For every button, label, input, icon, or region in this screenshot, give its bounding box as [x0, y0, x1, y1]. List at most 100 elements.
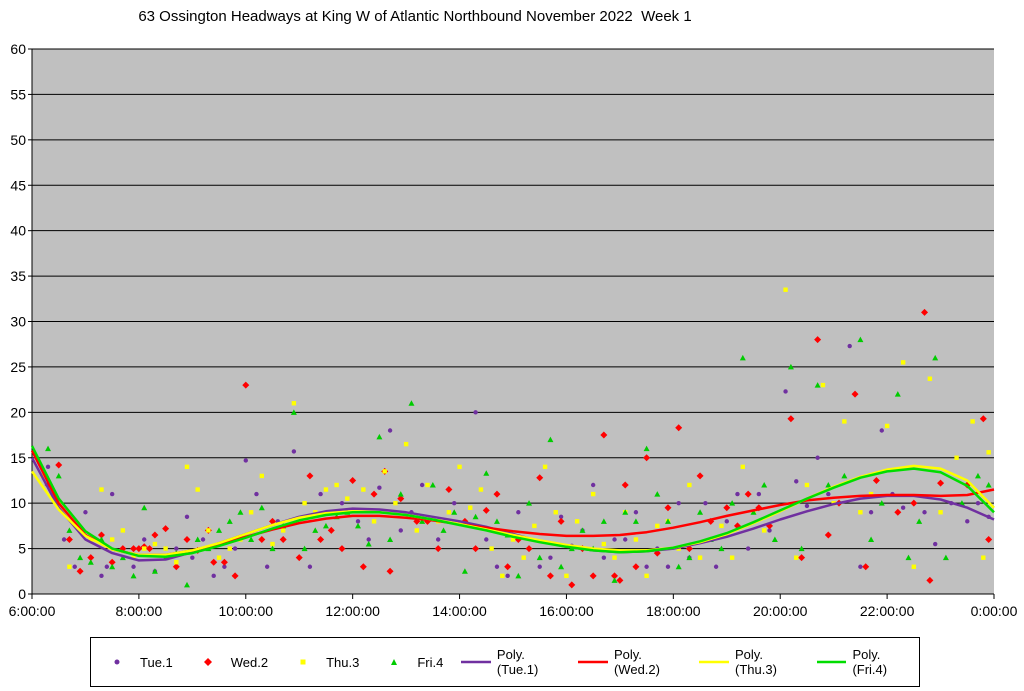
data-point-thu-3 — [457, 464, 462, 470]
data-point-fri-4 — [600, 518, 607, 524]
data-point-wed-2 — [306, 472, 314, 480]
data-point-wed-2 — [87, 554, 95, 562]
data-point-tue-1 — [131, 564, 136, 569]
data-point-wed-2 — [985, 536, 993, 543]
legend-item-poly-thu-3: Poly. (Thu.3) — [699, 647, 798, 677]
y-tick-label: 45 — [10, 177, 26, 193]
data-point-tue-1 — [184, 514, 190, 519]
data-point-thu-3 — [521, 555, 526, 560]
data-point-fri-4 — [664, 518, 671, 524]
data-point-tue-1 — [745, 546, 751, 551]
data-point-tue-1 — [900, 505, 906, 510]
data-point-wed-2 — [172, 563, 180, 571]
data-point-thu-3 — [729, 555, 735, 560]
data-point-tue-1 — [452, 500, 457, 506]
data-point-wed-2 — [557, 517, 565, 525]
data-point-fri-4 — [942, 554, 949, 561]
data-point-wed-2 — [327, 526, 335, 534]
data-point-fri-4 — [894, 391, 901, 397]
data-point-tue-1 — [783, 389, 788, 394]
data-point-tue-1 — [858, 564, 863, 569]
data-point-fri-4 — [130, 572, 137, 579]
data-point-tue-1 — [99, 573, 104, 579]
data-point-wed-2 — [696, 472, 704, 480]
data-point-fri-4 — [974, 472, 981, 479]
data-point-thu-3 — [954, 455, 959, 460]
data-point-fri-4 — [322, 522, 329, 529]
legend-item-wed-2-swatch — [203, 658, 212, 666]
data-point-tue-1 — [794, 479, 799, 484]
data-point-fri-4 — [814, 382, 821, 388]
data-point-fri-4 — [729, 500, 736, 506]
data-point-thu-3 — [270, 541, 275, 547]
data-point-tue-1 — [756, 491, 762, 497]
x-tick-label: 18:00:00 — [646, 603, 701, 619]
data-point-tue-1 — [804, 503, 810, 509]
data-point-wed-2 — [536, 474, 544, 482]
data-point-tue-1 — [366, 537, 371, 542]
data-point-thu-3 — [109, 537, 115, 542]
data-point-tue-1 — [190, 555, 195, 560]
data-point-fri-4 — [985, 482, 992, 488]
y-tick-label: 25 — [10, 359, 26, 375]
data-point-wed-2 — [338, 545, 346, 553]
data-point-fri-4 — [643, 445, 650, 452]
data-point-fri-4 — [932, 354, 939, 361]
data-point-fri-4 — [536, 554, 543, 561]
data-point-fri-4 — [237, 509, 244, 515]
data-point-tue-1 — [222, 564, 227, 569]
x-tick-label: 16:00:00 — [539, 603, 594, 619]
trendline-poly-fri-4 — [30, 445, 995, 559]
data-point-thu-3 — [99, 487, 104, 492]
data-point-fri-4 — [547, 436, 554, 443]
data-point-fri-4 — [857, 336, 864, 343]
data-point-fri-4 — [376, 433, 383, 440]
data-point-tue-1 — [713, 564, 719, 569]
data-point-fri-4 — [697, 509, 704, 515]
data-point-fri-4 — [141, 504, 148, 511]
data-point-thu-3 — [644, 573, 649, 579]
data-point-fri-4 — [526, 500, 533, 506]
y-tick-label: 40 — [10, 223, 26, 239]
x-tick-label: 6:00:00 — [9, 603, 56, 619]
data-point-tue-1 — [505, 573, 510, 579]
data-point-tue-1 — [377, 485, 382, 490]
x-tick-label: 12:00:00 — [325, 603, 380, 619]
data-point-wed-2 — [787, 415, 795, 423]
data-point-tue-1 — [419, 482, 425, 488]
data-point-tue-1 — [847, 343, 852, 349]
legend-item-wed-2-label: Wed.2 — [230, 654, 269, 670]
data-point-fri-4 — [419, 518, 426, 524]
data-point-fri-4 — [55, 472, 62, 479]
data-point-tue-1 — [83, 510, 88, 515]
data-point-thu-3 — [291, 401, 297, 406]
data-point-wed-2 — [546, 572, 554, 580]
data-point-thu-3 — [612, 555, 617, 560]
data-point-fri-4 — [739, 354, 746, 361]
data-point-fri-4 — [440, 527, 447, 533]
data-point-thu-3 — [500, 573, 505, 579]
data-point-wed-2 — [824, 531, 832, 539]
data-point-fri-4 — [825, 482, 832, 488]
data-point-wed-2 — [269, 517, 276, 525]
data-point-fri-4 — [841, 472, 848, 479]
y-tick-label: 30 — [10, 314, 26, 330]
y-tick-label: 20 — [10, 404, 26, 420]
data-point-thu-3 — [900, 360, 906, 365]
data-point-tue-1 — [558, 514, 564, 519]
data-point-thu-3 — [216, 555, 222, 560]
legend-item-poly-wed-2-swatch — [578, 660, 608, 664]
data-point-thu-3 — [371, 519, 377, 524]
data-point-wed-2 — [862, 563, 870, 571]
data-point-thu-3 — [761, 528, 767, 533]
legend-item-poly-thu-3-swatch — [699, 660, 729, 664]
data-point-fri-4 — [226, 518, 233, 524]
data-point-fri-4 — [216, 527, 223, 533]
legend-item-poly-fri-4-label: Poly. (Fri.4) — [852, 647, 888, 677]
data-point-thu-3 — [163, 546, 168, 551]
data-point-fri-4 — [461, 568, 468, 574]
data-point-tue-1 — [109, 491, 115, 497]
data-point-wed-2 — [872, 476, 880, 484]
y-tick-label: 0 — [18, 586, 26, 602]
data-point-fri-4 — [798, 545, 805, 552]
